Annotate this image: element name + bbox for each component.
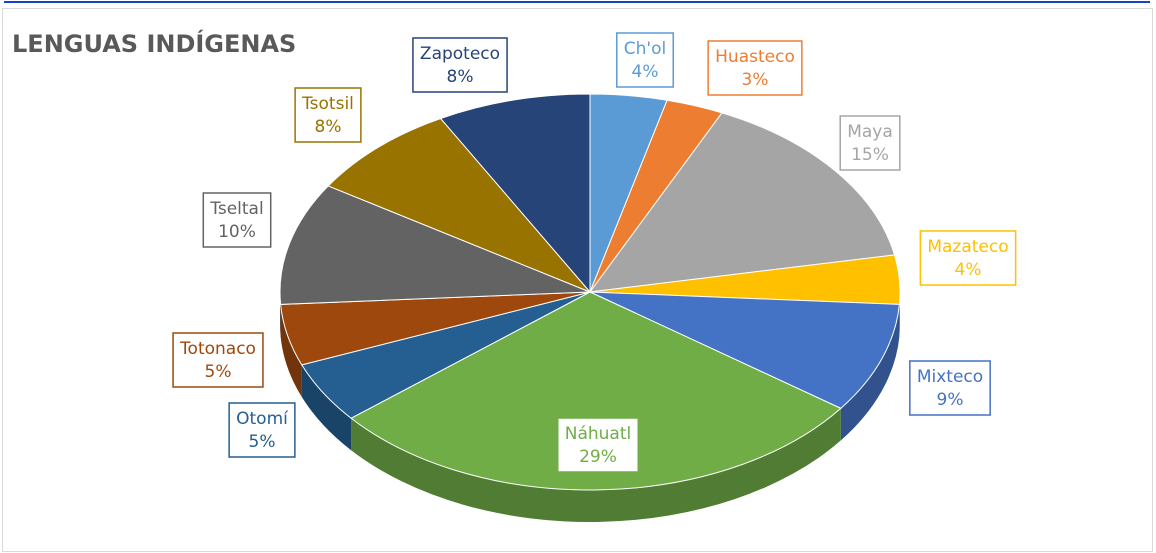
label-name: Mazateco — [927, 237, 1008, 257]
slice — [327, 117, 591, 293]
side-shade — [351, 408, 841, 522]
pie-sides — [280, 292, 900, 522]
label-box — [202, 192, 272, 248]
label-box — [294, 87, 362, 143]
label-name: Zapoteco — [420, 44, 500, 64]
side-shade — [280, 304, 302, 397]
slice — [589, 291, 900, 409]
label-box — [172, 332, 264, 388]
label-name: Huasteco — [715, 47, 795, 67]
slice — [350, 291, 842, 491]
label-box — [707, 40, 803, 96]
label-value: 8% — [315, 117, 342, 137]
slice-side — [280, 304, 302, 397]
label-value: 5% — [205, 362, 232, 382]
slice-side — [351, 408, 841, 522]
label-name: Náhuatl — [565, 424, 632, 444]
label-box — [557, 417, 639, 473]
label-box — [919, 230, 1017, 286]
label-value: 15% — [851, 145, 889, 165]
frame — [2, 8, 1153, 552]
label-value: 5% — [249, 432, 276, 452]
slice-side — [301, 364, 352, 451]
data-labels: Ch'ol 4% Huasteco 3% Maya 15% Mazateco 4% Mixtec… — [172, 32, 1017, 473]
label-value: 4% — [955, 260, 982, 280]
label-box — [412, 37, 508, 93]
label-name: Ch'ol — [624, 39, 666, 59]
label-name: Maya — [847, 122, 893, 142]
label-value: 29% — [579, 447, 617, 467]
label-name: Tsotsil — [301, 94, 354, 114]
slice — [439, 93, 591, 294]
slice — [279, 185, 591, 305]
side-shade — [301, 364, 352, 451]
label-value: 4% — [632, 62, 659, 82]
label-name: Tseltal — [209, 199, 263, 219]
side-shade — [840, 304, 900, 441]
label-value: 9% — [937, 390, 964, 410]
label-value: 3% — [742, 70, 769, 90]
label-box — [616, 32, 674, 88]
label-name: Mixteco — [917, 367, 983, 387]
label-box — [228, 402, 296, 458]
chart-title: LENGUAS INDÍGENAS — [12, 29, 296, 58]
slice-side — [840, 304, 900, 441]
label-value: 10% — [218, 222, 256, 242]
label-box — [909, 360, 991, 416]
label-box — [839, 115, 901, 171]
pie-tops — [279, 93, 901, 491]
label-value: 8% — [447, 67, 474, 87]
slice — [588, 112, 896, 293]
label-name: Otomí — [236, 409, 289, 429]
label-name: Totonaco — [179, 339, 256, 359]
